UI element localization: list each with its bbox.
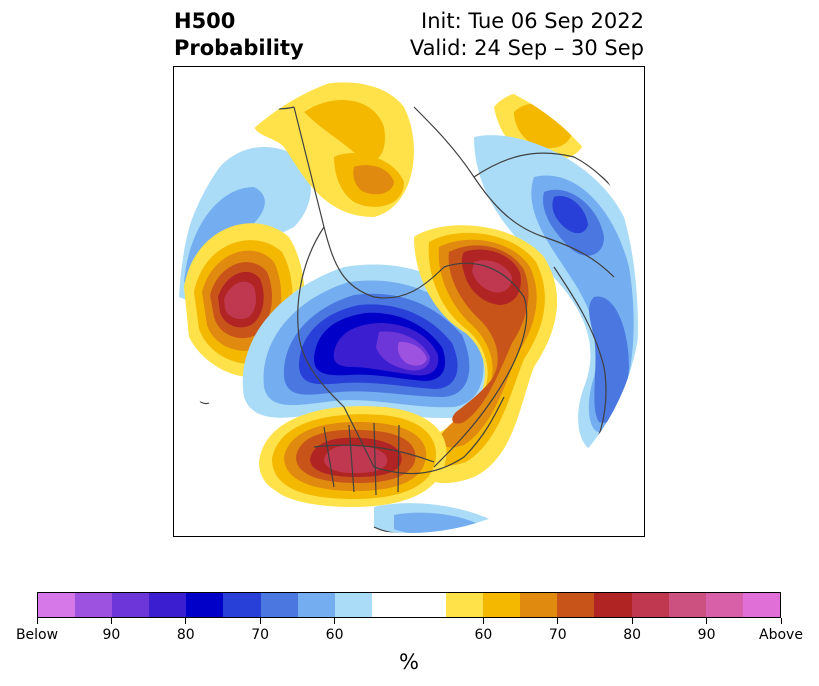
colorbar-tick-label: Above [759, 627, 803, 643]
colorbar-tick [259, 618, 261, 624]
colorbar-tick-label: 90 [102, 627, 121, 643]
valid-range: Valid: 24 Sep – 30 Sep [409, 36, 644, 60]
colorbar-tick-label: 80 [623, 627, 642, 643]
colorbar-tick [557, 618, 559, 624]
colorbar-segment [260, 593, 298, 617]
colorbar-segment [594, 593, 632, 617]
colorbar-tick-label: 80 [176, 627, 195, 643]
anomaly-greenland-above [414, 225, 558, 484]
map-title: H500 Probability [174, 8, 304, 62]
colorbar-segment [631, 593, 669, 617]
colorbar-segment [408, 593, 447, 617]
colorbar-segment [446, 593, 484, 617]
colorbar-tick [110, 618, 112, 624]
colorbar-tick [36, 618, 38, 624]
colorbar-tick [482, 618, 484, 624]
colorbar-tick [631, 618, 633, 624]
colorbar-segment [149, 593, 187, 617]
anomaly-arctic-above [254, 82, 414, 217]
colorbar-segment [112, 593, 150, 617]
colorbar-segment [742, 593, 780, 617]
colorbar-segment [520, 593, 558, 617]
title-variable: H500 [174, 9, 236, 33]
colorbar-segment [297, 593, 335, 617]
colorbar-segment [334, 593, 372, 617]
colorbar-segment [75, 593, 113, 617]
title-product: Probability [174, 36, 304, 60]
colorbar-tick [780, 618, 782, 624]
colorbar-tick-label: 90 [697, 627, 716, 643]
colorbar-tick-label: 70 [251, 627, 270, 643]
anomaly-europe-below [474, 135, 638, 453]
init-date: Init: Tue 06 Sep 2022 [421, 9, 644, 33]
colorbar [37, 592, 781, 618]
colorbar-tick-label: 60 [474, 627, 493, 643]
map-dates: Init: Tue 06 Sep 2022 Valid: 24 Sep – 30… [410, 8, 644, 62]
colorbar-segment [705, 593, 743, 617]
colorbar-segment [38, 593, 76, 617]
coastlines [193, 96, 630, 533]
colorbar-segment [223, 593, 261, 617]
colorbar-tick-label: 60 [325, 627, 344, 643]
colorbar-segment [668, 593, 706, 617]
colorbar-segment [186, 593, 224, 617]
colorbar-segment [371, 593, 409, 617]
anomaly-canada-below [242, 264, 500, 419]
colorbar-segment [483, 593, 521, 617]
colorbar-tick-label: 70 [548, 627, 567, 643]
colorbar-unit: % [399, 650, 419, 674]
colorbar-tick-label: Below [15, 627, 59, 643]
colorbar-tick [334, 618, 336, 624]
map-svg [177, 69, 641, 533]
colorbar-tick [706, 618, 708, 624]
colorbar-segment [557, 593, 595, 617]
anomaly-usa-above [259, 406, 447, 507]
colorbar-tick [185, 618, 187, 624]
polar-map [173, 66, 645, 537]
